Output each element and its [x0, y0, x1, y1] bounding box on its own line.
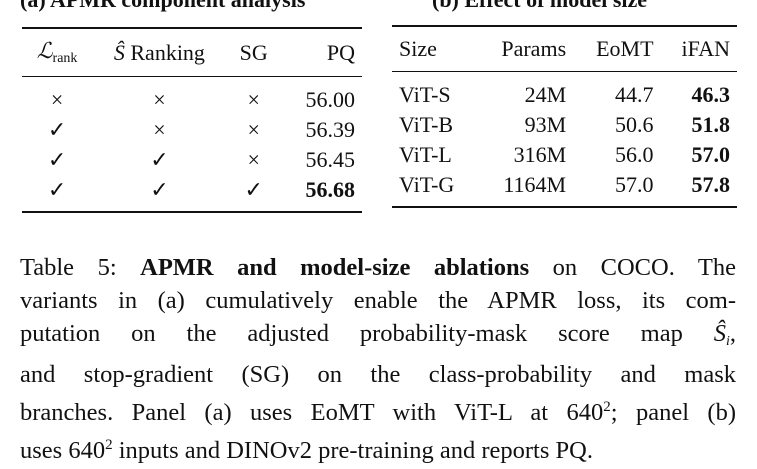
caption-text: branches. Panel (a) uses EoMT with ViT-L…	[20, 399, 567, 426]
table-cell: 46.3	[691, 82, 731, 107]
table-cell: 57.8	[691, 172, 731, 197]
caption-text: on COCO. The	[529, 254, 736, 281]
caption-text: variants in (a) cumulatively enable the …	[20, 287, 736, 314]
table-cell: ViT-L	[399, 142, 452, 167]
math: 640	[68, 437, 106, 464]
caption-text: inputs and DINOv2 pre-training and repor…	[112, 437, 593, 464]
table-row: ✓ ✓ × 56.45	[22, 145, 362, 175]
math-subscript: i	[725, 334, 730, 349]
caption-text: and stop-gradient (SG) on the class-prob…	[20, 361, 736, 388]
caption-text: ; panel (b)	[610, 399, 736, 426]
table-cell: 44.7	[615, 82, 654, 107]
table-cell: ×	[247, 117, 260, 142]
column-header: Ŝ Ranking	[92, 28, 227, 77]
caption-line: uses 6402 inputs and DINOv2 pre-training…	[20, 429, 736, 467]
math: 640	[566, 399, 604, 426]
table-cell: ✓	[47, 117, 67, 142]
table-row: ViT-B 93M 50.6 51.8	[392, 110, 737, 140]
table-a: ℒrank Ŝ Ranking SG PQ × × × 56.00 ✓ × × 56.39 ✓ ✓ × 56.…	[22, 27, 362, 213]
table-row: ✓ ✓ ✓ 56.68	[22, 175, 362, 212]
math: ℒ	[36, 38, 53, 63]
math-superscript: 2	[603, 399, 611, 415]
caption-line: putation on the adjusted probability-mas…	[20, 317, 736, 358]
table-cell: ✓	[47, 147, 67, 172]
table-cell: ×	[153, 117, 166, 142]
table-cell: 57.0	[615, 172, 654, 197]
math-subscript: rank	[52, 51, 78, 66]
caption-text: ,	[729, 320, 736, 347]
table-cell: 56.39	[305, 117, 356, 142]
table-row: ViT-G 1164M 57.0 57.8	[392, 170, 737, 207]
table-cell: ViT-S	[399, 82, 451, 107]
table-row: ViT-S 24M 44.7 46.3	[392, 72, 737, 111]
table-cell: ViT-G	[399, 172, 455, 197]
table-cell: ×	[153, 87, 166, 112]
caption-line: branches. Panel (a) uses EoMT with ViT-L…	[20, 391, 736, 429]
table-cell: ✓	[150, 177, 169, 202]
math-superscript: 2	[105, 437, 113, 453]
table-row: ✓ × × 56.39	[22, 115, 362, 145]
table-cell: ✓	[47, 177, 67, 202]
math: Ŝ	[113, 39, 125, 65]
column-header: iFAN	[681, 36, 731, 61]
table-b: Size Params EoMT iFAN ViT-S 24M 44.7 46.3 ViT-B 9…	[392, 25, 737, 208]
caption-label: Table 5:	[20, 254, 141, 281]
table-cell: 57.0	[691, 142, 731, 167]
table-cell: ViT-B	[399, 112, 454, 137]
header-row: Size Params EoMT iFAN	[392, 26, 737, 72]
table-cell: ×	[50, 87, 64, 112]
table-cell: ×	[247, 147, 260, 172]
table-cell: 56.00	[305, 87, 356, 112]
caption-line: and stop-gradient (SG) on the class-prob…	[20, 358, 736, 391]
column-header: Size	[399, 36, 437, 61]
column-header: PQ	[326, 39, 355, 65]
column-header: EoMT	[596, 36, 654, 61]
table-cell: 93M	[524, 112, 567, 137]
table-cell: 50.6	[615, 112, 654, 137]
table-cell: 24M	[524, 82, 567, 107]
table-row: × × × 56.00	[22, 77, 362, 116]
table-b-title: (b) Effect of model size	[432, 0, 647, 13]
caption-line: variants in (a) cumulatively enable the …	[20, 284, 736, 317]
table-cell: ✓	[244, 177, 263, 202]
table-cell: 51.8	[691, 112, 731, 137]
caption-text: uses	[20, 437, 69, 464]
table-cell: 1164M	[503, 172, 567, 197]
math: Ŝ	[713, 320, 726, 347]
header-row: ℒrank Ŝ Ranking SG PQ	[22, 28, 362, 77]
table-cell: 56.45	[305, 147, 356, 172]
table-cell: ×	[247, 87, 260, 112]
table-a-title: (a) APMR component analysis	[20, 0, 305, 13]
table-cell: 316M	[513, 142, 567, 167]
table-cell: ✓	[150, 147, 169, 172]
caption-text: putation on the adjusted probability-mas…	[20, 320, 714, 347]
column-header: ℒrank	[22, 28, 92, 77]
table-row: ViT-L 316M 56.0 57.0	[392, 140, 737, 170]
header-text: Ranking	[124, 39, 205, 65]
caption-line: Table 5: APMR and model-size ablations o…	[20, 251, 736, 284]
column-header: SG	[239, 39, 268, 65]
table-cell: 56.68	[305, 177, 356, 202]
caption-emphasis: APMR and model-size ablations	[140, 254, 530, 281]
column-header: Params	[501, 36, 567, 61]
caption: Table 5: APMR and model-size ablations o…	[20, 251, 736, 467]
table-cell: 56.0	[615, 142, 654, 167]
